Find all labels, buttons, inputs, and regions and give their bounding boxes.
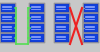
Bar [1,14,15,22]
Bar [55,4,69,12]
Bar [1,4,15,12]
Bar [0,23,16,33]
Bar [83,13,99,23]
Bar [29,33,45,43]
Bar [55,34,69,42]
Bar [0,13,16,23]
Bar [54,23,70,33]
Bar [84,14,98,22]
Bar [0,33,16,43]
Bar [54,33,70,43]
Bar [84,34,98,42]
Bar [83,3,99,13]
Bar [29,3,45,13]
Bar [30,14,44,22]
Bar [1,24,15,32]
Bar [29,23,45,33]
Bar [83,23,99,33]
Bar [84,24,98,32]
Bar [55,14,69,22]
Bar [30,24,44,32]
Bar [54,3,70,13]
Bar [54,13,70,23]
Bar [55,24,69,32]
Bar [1,34,15,42]
Bar [0,3,16,13]
Bar [84,4,98,12]
Bar [83,33,99,43]
Bar [30,34,44,42]
Bar [29,13,45,23]
Bar [30,4,44,12]
